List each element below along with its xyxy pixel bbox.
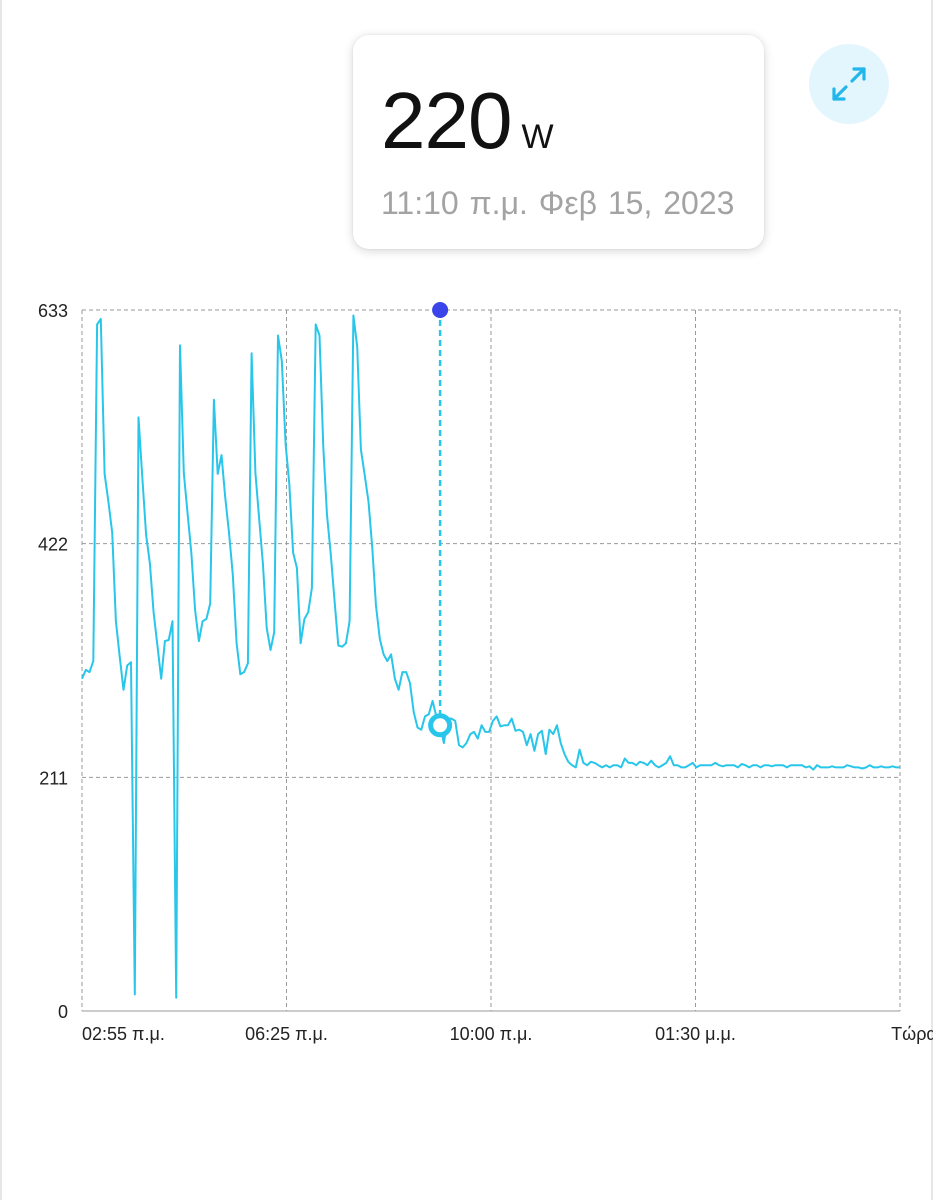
reading-date: Φεβ 15, 2023: [538, 185, 735, 221]
reading-timestamp: 11:10 π.μ. Φεβ 15, 2023: [381, 185, 734, 222]
y-tick-label: 211: [39, 768, 68, 788]
x-tick-label: 10:00 π.μ.: [450, 1024, 533, 1044]
reading-time: 11:10 π.μ.: [381, 185, 528, 221]
selection-top-marker: [432, 302, 449, 318]
x-tick-label: Τώρα: [891, 1024, 933, 1044]
power-series-line: [81, 314, 900, 999]
selection-point-marker[interactable]: [428, 713, 453, 738]
right-edge: [931, 0, 933, 1200]
x-tick-label: 06:25 π.μ.: [245, 1024, 328, 1044]
reading-unit: W: [521, 118, 554, 156]
reading-value: 220: [381, 76, 512, 165]
left-edge: [0, 0, 2, 1200]
reading-tooltip: 220 W 11:10 π.μ. Φεβ 15, 2023: [353, 35, 764, 249]
y-tick-label: 422: [38, 535, 68, 555]
y-tick-label: 0: [58, 1002, 68, 1022]
reading-line: 220 W: [381, 75, 554, 167]
x-tick-label: 02:55 π.μ.: [82, 1024, 165, 1044]
expand-button[interactable]: [809, 44, 889, 124]
expand-icon: [832, 67, 866, 101]
y-tick-label: 633: [38, 301, 68, 321]
x-tick-label: 01:30 μ.μ.: [655, 1024, 736, 1044]
